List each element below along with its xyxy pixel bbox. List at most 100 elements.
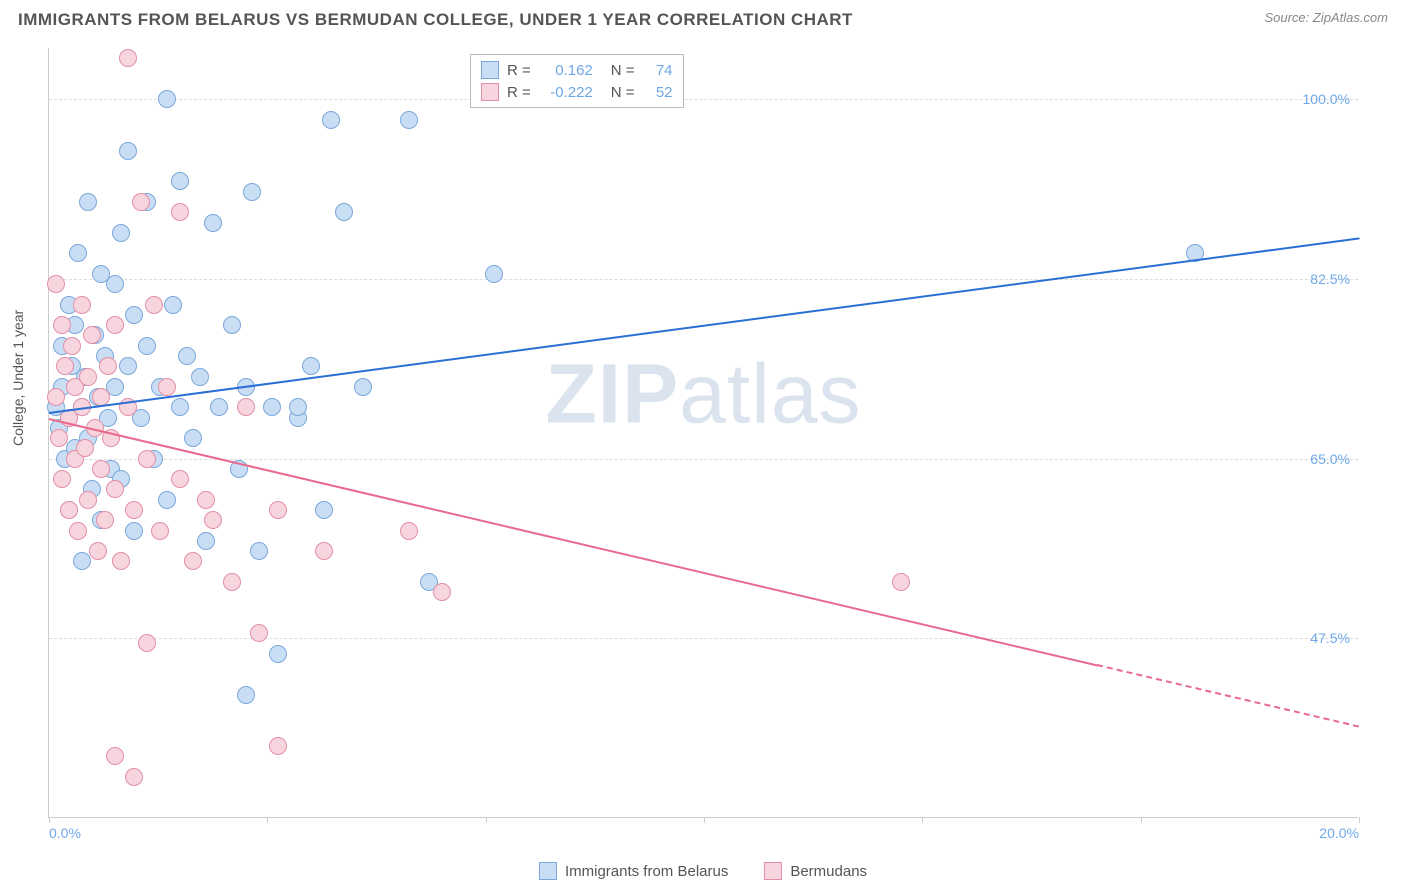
scatter-point	[53, 470, 71, 488]
scatter-point	[178, 347, 196, 365]
scatter-point	[89, 542, 107, 560]
gridline	[49, 279, 1358, 280]
x-tick-label: 0.0%	[49, 825, 81, 841]
watermark: ZIPatlas	[545, 346, 861, 443]
scatter-point	[315, 542, 333, 560]
n-value: 52	[643, 84, 673, 101]
scatter-point	[315, 501, 333, 519]
scatter-point	[53, 316, 71, 334]
header: IMMIGRANTS FROM BELARUS VS BERMUDAN COLL…	[0, 0, 1406, 36]
scatter-point	[171, 172, 189, 190]
scatter-point	[73, 296, 91, 314]
scatter-point	[269, 501, 287, 519]
scatter-point	[145, 296, 163, 314]
x-tick-mark	[704, 817, 705, 823]
x-tick-label: 20.0%	[1319, 825, 1359, 841]
r-value: 0.162	[539, 62, 593, 79]
scatter-point	[96, 511, 114, 529]
scatter-point	[76, 439, 94, 457]
scatter-point	[79, 491, 97, 509]
scatter-point	[171, 470, 189, 488]
scatter-point	[112, 224, 130, 242]
scatter-point	[50, 429, 68, 447]
scatter-point	[112, 552, 130, 570]
scatter-point	[433, 583, 451, 601]
scatter-point	[125, 306, 143, 324]
scatter-point	[79, 193, 97, 211]
y-tick-label: 47.5%	[1310, 630, 1350, 646]
scatter-chart: ZIPatlas 47.5%65.0%82.5%100.0%0.0%20.0%	[48, 48, 1358, 818]
r-value: -0.222	[539, 84, 593, 101]
scatter-point	[223, 316, 241, 334]
scatter-point	[151, 522, 169, 540]
scatter-point	[184, 552, 202, 570]
chart-title: IMMIGRANTS FROM BELARUS VS BERMUDAN COLL…	[18, 10, 853, 30]
scatter-point	[125, 522, 143, 540]
legend-item: Immigrants from Belarus	[539, 862, 728, 880]
scatter-point	[210, 398, 228, 416]
y-tick-label: 100.0%	[1303, 91, 1350, 107]
x-tick-mark	[267, 817, 268, 823]
scatter-point	[69, 522, 87, 540]
scatter-point	[485, 265, 503, 283]
scatter-point	[138, 337, 156, 355]
source-attribution: Source: ZipAtlas.com	[1264, 10, 1388, 25]
scatter-point	[204, 511, 222, 529]
scatter-point	[237, 686, 255, 704]
scatter-point	[243, 183, 261, 201]
scatter-point	[83, 326, 101, 344]
scatter-point	[119, 49, 137, 67]
scatter-point	[171, 203, 189, 221]
scatter-point	[171, 398, 189, 416]
scatter-point	[269, 645, 287, 663]
scatter-point	[197, 532, 215, 550]
stats-row: R =-0.222N =52	[481, 81, 673, 103]
r-label: R =	[507, 62, 531, 79]
stats-row: R = 0.162 N = 74	[481, 59, 673, 81]
scatter-point	[322, 111, 340, 129]
n-label: N =	[611, 62, 635, 79]
scatter-point	[164, 296, 182, 314]
y-axis-label: College, Under 1 year	[10, 310, 26, 446]
scatter-point	[289, 398, 307, 416]
scatter-point	[302, 357, 320, 375]
scatter-point	[400, 111, 418, 129]
legend-label: Bermudans	[790, 863, 867, 880]
scatter-point	[197, 491, 215, 509]
scatter-point	[892, 573, 910, 591]
gridline	[49, 638, 1358, 639]
gridline	[49, 459, 1358, 460]
legend-swatch	[539, 862, 557, 880]
scatter-point	[204, 214, 222, 232]
scatter-point	[106, 747, 124, 765]
scatter-point	[73, 552, 91, 570]
scatter-point	[158, 378, 176, 396]
correlation-stats-box: R = 0.162 N = 74 R =-0.222N =52	[470, 54, 684, 108]
series-legend: Immigrants from Belarus Bermudans	[539, 862, 867, 880]
scatter-point	[191, 368, 209, 386]
scatter-point	[79, 368, 97, 386]
scatter-point	[119, 357, 137, 375]
scatter-point	[400, 522, 418, 540]
scatter-point	[47, 388, 65, 406]
gridline	[49, 99, 1358, 100]
x-tick-mark	[49, 817, 50, 823]
x-tick-mark	[1359, 817, 1360, 823]
scatter-point	[335, 203, 353, 221]
scatter-point	[106, 316, 124, 334]
legend-swatch	[764, 862, 782, 880]
scatter-point	[125, 768, 143, 786]
scatter-point	[250, 624, 268, 642]
scatter-point	[56, 357, 74, 375]
scatter-point	[63, 337, 81, 355]
y-tick-label: 82.5%	[1310, 271, 1350, 287]
scatter-point	[119, 142, 137, 160]
n-value: 74	[643, 62, 673, 79]
legend-swatch	[481, 83, 499, 101]
scatter-point	[263, 398, 281, 416]
scatter-point	[92, 460, 110, 478]
x-tick-mark	[486, 817, 487, 823]
scatter-point	[106, 275, 124, 293]
scatter-point	[125, 501, 143, 519]
scatter-point	[99, 357, 117, 375]
